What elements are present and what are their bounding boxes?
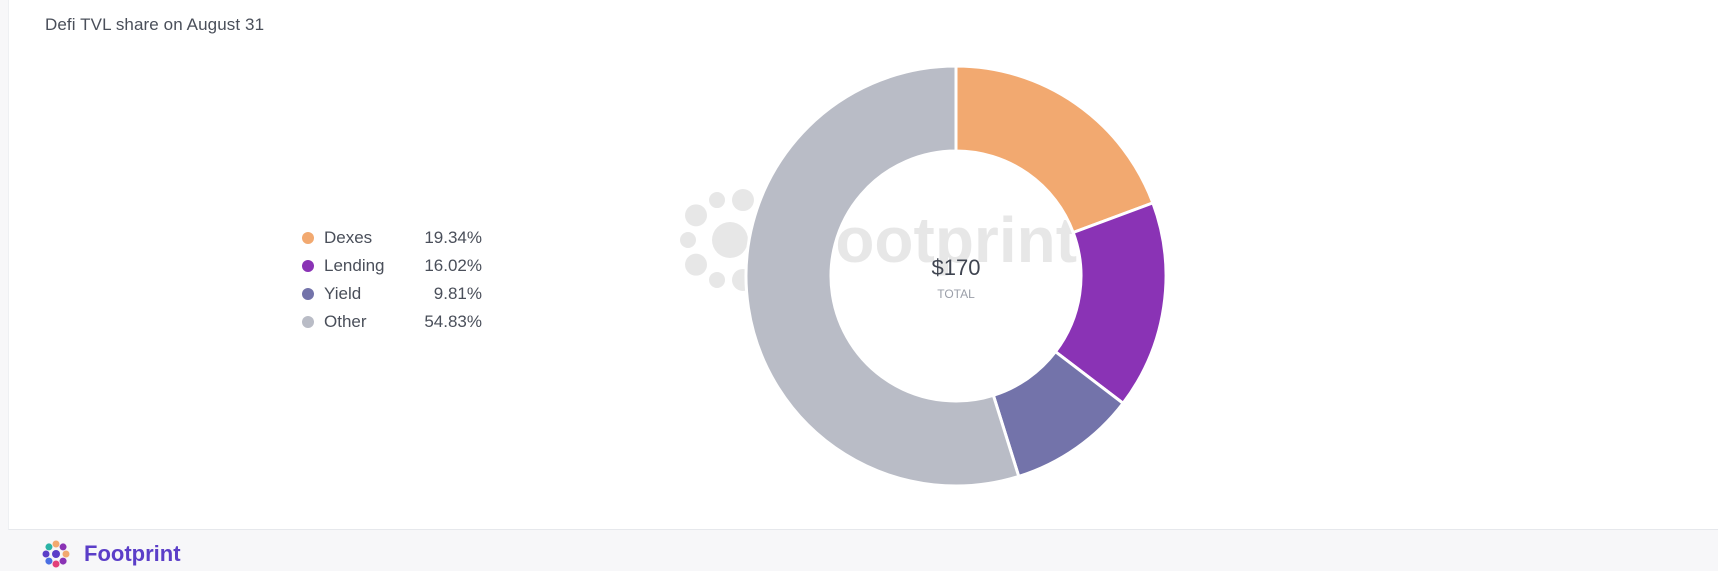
- chart-legend: Dexes 19.34% Lending 16.02% Yield 9.81% Other 5…: [302, 224, 482, 336]
- legend-dot-icon: [302, 288, 314, 300]
- legend-item-dexes[interactable]: Dexes 19.34%: [302, 224, 482, 252]
- legend-label: Other: [324, 312, 367, 331]
- legend-item-lending[interactable]: Lending 16.02%: [302, 252, 482, 280]
- footer-logo: Footprint: [38, 538, 181, 570]
- legend-dot-icon: [302, 316, 314, 328]
- center-total-value: $170: [932, 255, 981, 280]
- donut-slice-dexes[interactable]: [954, 64, 1155, 235]
- center-total-label: TOTAL: [937, 287, 975, 301]
- donut-chart: footprint $170 TOTAL: [680, 64, 1168, 488]
- chart-title: Defi TVL share on August 31: [45, 15, 265, 34]
- legend-label: Dexes: [324, 228, 373, 247]
- legend-label: Yield: [324, 284, 362, 303]
- legend-item-other[interactable]: Other 54.83%: [302, 308, 482, 336]
- legend-dot-icon: [302, 260, 314, 272]
- donut-slices: [744, 64, 1168, 488]
- legend-percent: 19.34%: [424, 228, 482, 247]
- legend-dot-icon: [302, 232, 314, 244]
- legend-percent: 16.02%: [424, 256, 482, 275]
- legend-item-yield[interactable]: Yield 9.81%: [302, 280, 482, 308]
- footer-brand-text: Footprint: [84, 541, 181, 566]
- legend-percent: 54.83%: [424, 312, 482, 331]
- legend-label: Lending: [324, 256, 385, 275]
- legend-percent: 9.81%: [433, 284, 482, 303]
- watermark: footprint: [680, 189, 1077, 291]
- watermark-text: footprint: [814, 204, 1077, 276]
- footprint-logo-icon: [42, 540, 70, 568]
- donut-slice-other[interactable]: [744, 64, 1021, 488]
